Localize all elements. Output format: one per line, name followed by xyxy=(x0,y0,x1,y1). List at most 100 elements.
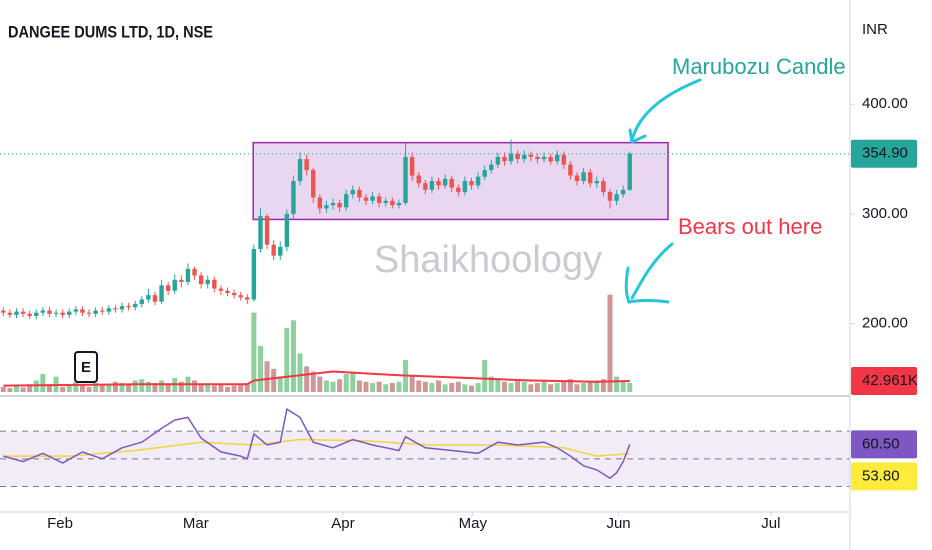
candle-body xyxy=(284,213,290,247)
candle-body xyxy=(555,154,560,162)
candle-body xyxy=(469,181,474,186)
candle-body xyxy=(442,178,448,186)
volume-bar xyxy=(139,379,145,392)
volume-bar xyxy=(99,384,105,392)
volume-bar xyxy=(561,381,567,392)
candle-body xyxy=(515,153,520,160)
candle-body xyxy=(231,292,237,296)
rsi-band xyxy=(0,431,850,487)
candle-body xyxy=(119,306,125,310)
last-price-label: 354.90 xyxy=(862,145,908,162)
last-price-label-box xyxy=(851,139,917,168)
candle-body xyxy=(86,312,92,314)
candle-body xyxy=(198,275,204,285)
x-tick-label: Jun xyxy=(606,515,630,532)
volume-bar xyxy=(501,381,507,392)
candle-body xyxy=(238,295,243,298)
candle-body xyxy=(627,153,632,190)
candle-body xyxy=(337,202,342,208)
volume-bar xyxy=(284,327,290,392)
volume-bar xyxy=(178,381,184,392)
volume-bar xyxy=(416,380,422,392)
volume-bar xyxy=(277,376,283,392)
volume-bar xyxy=(66,384,72,392)
volume-bar xyxy=(449,383,455,392)
candle-body xyxy=(264,216,270,245)
candle-body xyxy=(383,200,388,203)
volume-bar xyxy=(106,385,112,392)
candle-body xyxy=(218,288,224,291)
volume-bar xyxy=(495,379,501,392)
candle-body xyxy=(67,311,72,315)
volume-bar xyxy=(515,380,521,392)
arrow-head xyxy=(624,266,670,304)
arrow xyxy=(630,242,674,300)
candle-body xyxy=(126,306,131,308)
candle-body xyxy=(14,311,19,315)
candle-body xyxy=(278,246,283,256)
candle-body xyxy=(574,175,580,182)
volume-bar xyxy=(211,385,217,392)
volume-bar xyxy=(317,376,323,392)
volume-bar xyxy=(251,312,257,392)
volume-bar xyxy=(521,381,527,392)
candle-body xyxy=(1,310,6,313)
candle-body xyxy=(403,156,408,203)
volume-bar xyxy=(152,383,158,392)
annotation: Bears out here xyxy=(678,214,822,239)
volume-bar xyxy=(363,381,369,392)
volume-bar xyxy=(7,388,13,392)
volume-bar xyxy=(370,383,376,392)
volume-bar xyxy=(205,383,211,392)
earnings-badge[interactable] xyxy=(74,351,98,383)
candle-body xyxy=(343,194,349,208)
candle-body xyxy=(528,154,534,157)
candle-body xyxy=(594,181,599,184)
candle-body xyxy=(614,194,619,201)
volume-bar xyxy=(455,381,461,392)
volume-bar xyxy=(554,383,560,392)
candle-body xyxy=(548,156,553,162)
candle-body xyxy=(34,312,39,316)
volume-bar xyxy=(310,371,316,392)
volume-bar xyxy=(534,383,540,392)
candle-body xyxy=(561,154,567,165)
earnings-badge-label: E xyxy=(81,359,91,376)
volume-bar xyxy=(389,383,395,392)
volume-bar xyxy=(468,385,474,392)
chart-title: DANGEE DUMS LTD, 1D, NSE xyxy=(8,22,213,41)
annotation: Marubozu Candle xyxy=(672,54,846,79)
candle-body xyxy=(80,309,85,313)
rsi-ma-label: 53.80 xyxy=(862,467,900,484)
candle-body xyxy=(172,279,177,291)
x-tick-label: Jul xyxy=(761,515,780,532)
candle-body xyxy=(251,249,257,300)
candle-body xyxy=(456,187,461,193)
candle-body xyxy=(132,303,138,308)
candle-body xyxy=(436,181,441,186)
candle-body xyxy=(495,156,501,165)
candle-body xyxy=(535,156,540,160)
arrow-head xyxy=(628,128,647,145)
candle-body xyxy=(587,172,593,184)
volume-bar xyxy=(620,381,626,392)
candle-body xyxy=(60,312,65,315)
candle-body xyxy=(205,279,210,285)
candle-body xyxy=(297,159,303,182)
volume-bar xyxy=(614,376,620,392)
volume-bar xyxy=(290,320,296,392)
volume-bar xyxy=(548,384,554,392)
volume-bar xyxy=(337,379,343,392)
volume-bar xyxy=(165,384,171,392)
candle-body xyxy=(396,202,402,206)
candle-body xyxy=(449,178,454,188)
volume-bar xyxy=(20,387,26,392)
volume-bar xyxy=(409,376,415,392)
candle-body xyxy=(475,176,481,186)
candle-body xyxy=(489,164,494,171)
candle-body xyxy=(317,197,323,209)
volume-bar xyxy=(271,368,277,392)
candle-body xyxy=(139,299,144,304)
candle-body xyxy=(363,197,369,201)
